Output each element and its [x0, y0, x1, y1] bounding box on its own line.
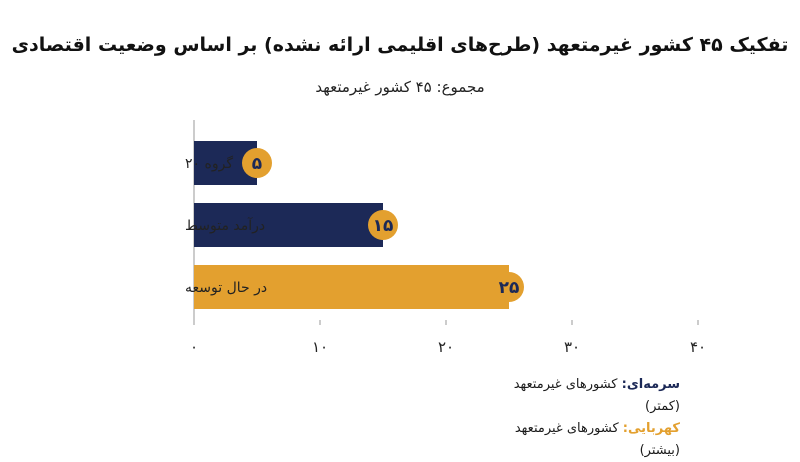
category-label: گروه ۲۰ [185, 155, 233, 172]
value-label: ۱۵ [373, 216, 394, 236]
chart-subtitle: مجموع: ۴۵ کشور غیرمتعهد [315, 78, 485, 96]
x-tick-label: ۰ [190, 338, 198, 356]
value-badge [494, 272, 524, 302]
category-label: در حال توسعه [185, 280, 267, 296]
bar-chart: ۰ ۱۰ ۲۰ ۳۰ ۴۰ گروه ۲۰ ۵ درآمد متوسط ۱۵ در حال توس… [185, 120, 706, 356]
legend-item-amber: کهربایی: کشورهای غیرمتعهد (بیشتر) [480, 418, 680, 462]
bar [194, 203, 383, 247]
x-tick-label: ۴۰ [690, 338, 706, 356]
value-label: ۲۵ [499, 278, 520, 298]
value-label: ۵ [252, 154, 262, 174]
legend-item-navy: سرمه‌ای: کشورهای غیرمتعهد (کمتر) [480, 374, 680, 418]
x-tick-label: ۳۰ [564, 338, 580, 356]
legend-key-amber: کهربایی: [622, 421, 680, 436]
bar [194, 265, 509, 309]
value-badge [368, 210, 398, 240]
category-label: درآمد متوسط [185, 217, 265, 234]
legend: سرمه‌ای: کشورهای غیرمتعهد (کمتر) کهربایی… [480, 374, 680, 462]
x-tick-label: ۱۰ [312, 338, 328, 356]
x-tick-label: ۲۰ [438, 338, 454, 356]
chart-title: تفکیک ۴۵ کشور غیرمتعهد (طرح‌های اقلیمی ا… [11, 34, 789, 56]
legend-key-navy: سرمه‌ای: [621, 377, 680, 392]
value-badge [242, 148, 272, 178]
legend-text-navy: کشورهای غیرمتعهد (کمتر) [513, 377, 680, 414]
